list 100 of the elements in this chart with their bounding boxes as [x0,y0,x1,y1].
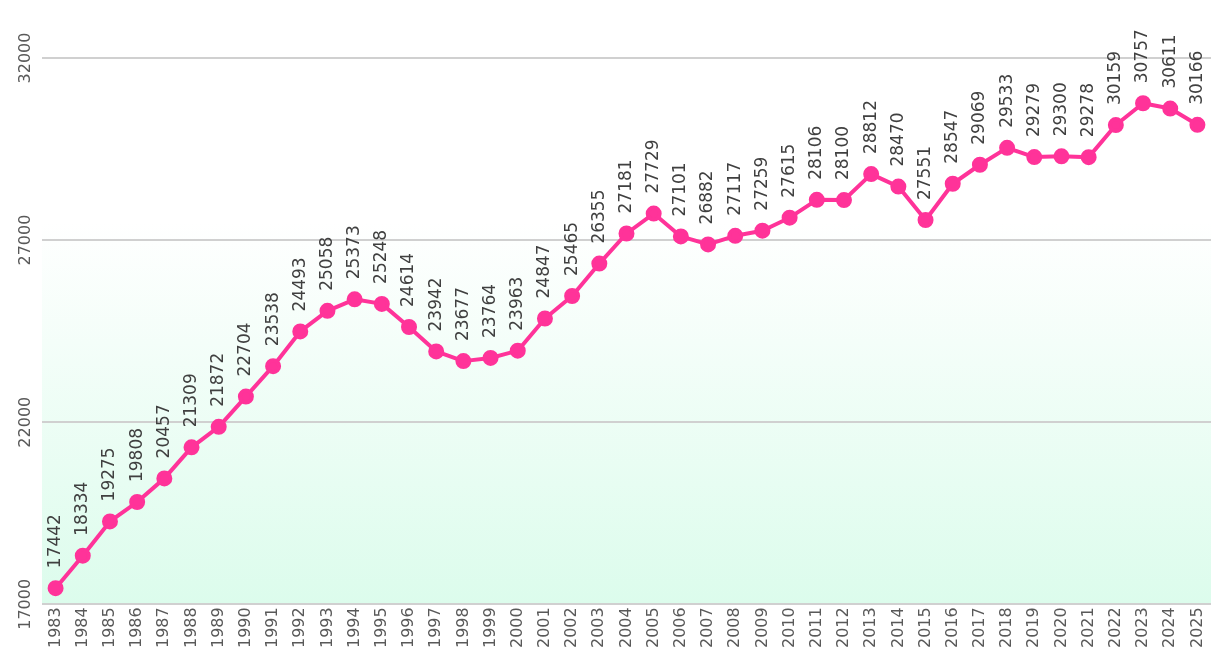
point [183,439,200,456]
x-tick-label: 1989 [207,607,227,648]
point [1135,95,1152,112]
point [373,295,390,312]
x-tick-label: 1995 [370,607,390,648]
x-tick-label: 1999 [479,607,499,648]
x-tick-label: 2025 [1186,607,1206,648]
x-tick-label: 1987 [153,607,173,648]
data-label: 28812 [859,100,880,155]
x-tick-label: 2013 [860,607,880,648]
point [971,156,988,173]
data-label: 23963 [506,276,527,331]
data-label: 23942 [424,277,445,332]
x-tick-label: 2017 [969,607,989,648]
data-label: 27101 [669,162,690,217]
point [237,388,254,405]
point [536,310,553,327]
x-tick-label: 1984 [71,607,91,648]
data-label: 26882 [696,170,717,225]
point [428,343,445,360]
x-tick-label: 1991 [262,607,282,648]
point [754,222,771,239]
data-label: 25248 [370,229,391,284]
data-label: 30166 [1185,50,1206,105]
point [1026,149,1043,166]
point [156,470,173,487]
x-tick-label: 2016 [941,607,961,648]
data-label: 29069 [968,90,989,145]
y-tick-label: 22000 [15,396,35,448]
point [863,166,880,183]
point [265,358,282,375]
point [1080,149,1097,166]
x-tick-label: 2023 [1132,607,1152,648]
data-label: 21309 [179,373,200,428]
point [1053,148,1070,165]
point [346,291,363,308]
x-tick-label: 1996 [398,607,418,648]
data-label: 27117 [723,161,744,216]
data-label: 29278 [1077,83,1098,138]
point [999,139,1016,156]
data-label: 19275 [98,447,119,502]
x-tick-label: 2020 [1050,607,1070,648]
data-label: 28547 [941,109,962,164]
x-tick-label: 1988 [180,607,200,648]
data-label: 20457 [152,404,173,459]
data-label: 24847 [533,244,554,299]
x-tick-label: 2008 [724,607,744,648]
data-label: 27551 [913,145,934,201]
point [890,178,907,195]
x-tick-label: 1983 [44,607,64,648]
data-label: 18334 [71,481,92,536]
point [74,547,91,564]
x-tick-label: 2024 [1159,607,1179,648]
x-tick-label: 1994 [343,607,363,648]
data-label: 25373 [343,225,364,280]
x-tick-label: 2012 [833,607,853,648]
x-tick-label: 2021 [1077,607,1097,648]
point [781,209,798,226]
point [564,288,581,304]
data-label: 30159 [1104,50,1125,106]
point [618,225,635,242]
x-tick-label: 2003 [588,607,608,648]
x-tick-label: 1997 [425,607,445,648]
x-tick-label: 1986 [126,607,146,648]
point [944,175,961,192]
point [700,236,717,253]
data-label: 24614 [397,252,418,307]
x-tick-label: 2007 [697,607,717,648]
data-label: 23538 [261,292,282,347]
data-label: 27615 [778,143,799,198]
x-tick-label: 2004 [615,607,635,648]
x-tick-label: 2018 [996,607,1016,648]
point [591,255,608,272]
point [1189,116,1206,133]
point [917,212,934,229]
data-label: 17442 [44,514,65,569]
point [101,513,118,530]
point [1162,100,1179,117]
x-tick-label: 2002 [561,607,581,648]
x-tick-label: 2014 [887,607,907,648]
point [1107,117,1124,134]
data-label: 29533 [995,73,1016,128]
x-tick-label: 2019 [1023,607,1043,648]
data-label: 27181 [614,159,635,214]
x-tick-label: 2010 [778,607,798,648]
point [210,418,227,435]
data-label: 23764 [478,283,499,338]
x-tick-label: 2006 [670,607,690,648]
x-tick-label: 1998 [452,607,472,648]
data-label: 29300 [1049,82,1070,137]
x-tick-label: 2015 [914,607,934,648]
y-tick-label: 27000 [15,214,35,266]
data-label: 28100 [832,125,853,181]
point [129,494,146,511]
point [808,191,825,208]
point [645,205,662,222]
data-label: 28470 [886,112,907,167]
x-tick-label: 2022 [1105,607,1125,648]
data-label: 21872 [207,352,228,407]
x-tick-label: 1990 [235,607,255,648]
